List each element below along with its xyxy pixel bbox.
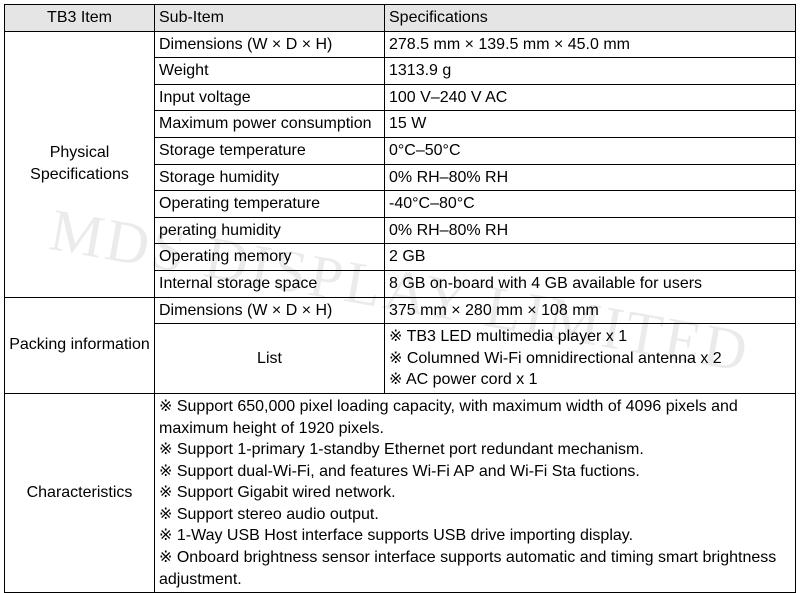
packing-info-label: Packing information [5, 297, 155, 393]
sub-item: Maximum power consumption [155, 111, 385, 138]
spec-value: 8 GB on-board with 4 GB available for us… [385, 270, 796, 297]
spec-value: 278.5 mm × 139.5 mm × 45.0 mm [385, 31, 796, 58]
spec-table: TB3 Item Sub-Item Specifications Physica… [4, 4, 796, 593]
spec-value: -40°C–80°C [385, 191, 796, 218]
spec-value: 0% RH–80% RH [385, 217, 796, 244]
sub-item: Operating temperature [155, 191, 385, 218]
sub-item: Storage humidity [155, 164, 385, 191]
header-tb3-item: TB3 Item [5, 5, 155, 32]
table-row: Physical Specifications Dimensions (W × … [5, 31, 796, 58]
header-specifications: Specifications [385, 5, 796, 32]
sub-item: Weight [155, 58, 385, 85]
sub-item: List [155, 324, 385, 394]
characteristics-label: Characteristics [5, 393, 155, 592]
spec-value: 2 GB [385, 244, 796, 271]
spec-value: 15 W [385, 111, 796, 138]
characteristics-body: ※ Support 650,000 pixel loading capacity… [155, 393, 796, 592]
spec-value: 0% RH–80% RH [385, 164, 796, 191]
sub-item: Operating memory [155, 244, 385, 271]
spec-value: 0°C–50°C [385, 137, 796, 164]
sub-item: Storage temperature [155, 137, 385, 164]
spec-value: 375 mm × 280 mm × 108 mm [385, 297, 796, 324]
header-row: TB3 Item Sub-Item Specifications [5, 5, 796, 32]
sub-item: Dimensions (W × D × H) [155, 297, 385, 324]
table-row: Packing information Dimensions (W × D × … [5, 297, 796, 324]
header-sub-item: Sub-Item [155, 5, 385, 32]
sub-item: Input voltage [155, 84, 385, 111]
sub-item: perating humidity [155, 217, 385, 244]
physical-spec-label: Physical Specifications [5, 31, 155, 297]
table-row: Characteristics ※ Support 650,000 pixel … [5, 393, 796, 592]
spec-value: 100 V–240 V AC [385, 84, 796, 111]
spec-value: 1313.9 g [385, 58, 796, 85]
sub-item: Internal storage space [155, 270, 385, 297]
sub-item: Dimensions (W × D × H) [155, 31, 385, 58]
packing-list: ※ TB3 LED multimedia player x 1※ Columne… [385, 324, 796, 394]
